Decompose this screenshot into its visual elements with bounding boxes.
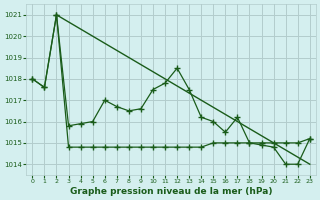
X-axis label: Graphe pression niveau de la mer (hPa): Graphe pression niveau de la mer (hPa) xyxy=(70,187,272,196)
